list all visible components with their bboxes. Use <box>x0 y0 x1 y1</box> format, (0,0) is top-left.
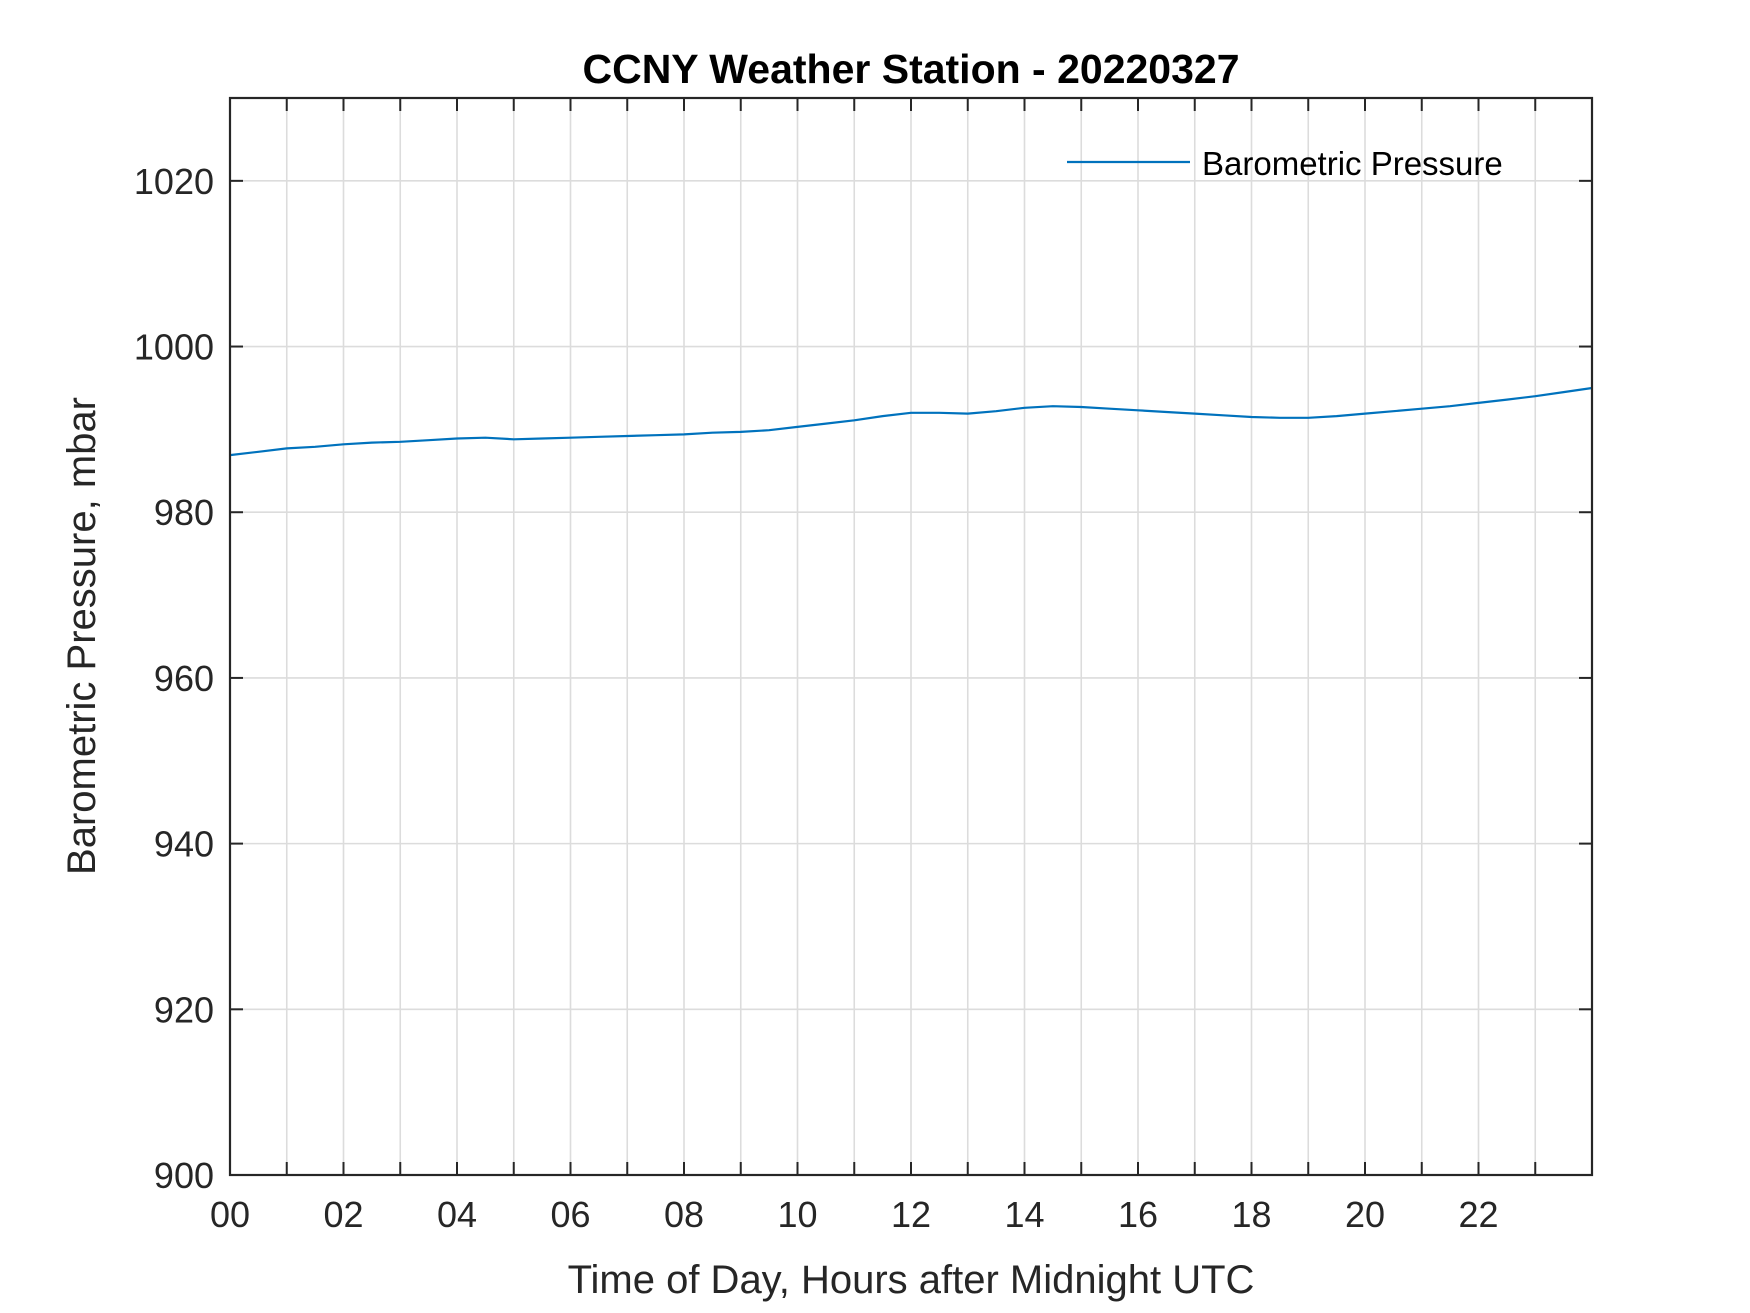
chart-title: CCNY Weather Station - 20220327 <box>582 46 1239 92</box>
x-tick-label: 02 <box>323 1194 363 1235</box>
legend-label: Barometric Pressure <box>1202 145 1503 182</box>
x-axis-label: Time of Day, Hours after Midnight UTC <box>568 1258 1255 1302</box>
tick-marks <box>230 98 1592 1176</box>
x-tick-label: 16 <box>1118 1194 1158 1235</box>
gridlines <box>230 98 1592 1175</box>
x-tick-label: 00 <box>210 1194 250 1235</box>
y-tick-label: 960 <box>154 658 214 699</box>
x-tick-label: 20 <box>1345 1194 1385 1235</box>
barometric-pressure-line <box>229 386 1593 457</box>
legend: Barometric Pressure <box>1067 145 1503 182</box>
x-tick-label: 06 <box>550 1194 590 1235</box>
x-tick-label: 14 <box>1004 1194 1044 1235</box>
x-tick-label: 08 <box>664 1194 704 1235</box>
y-tick-label: 1020 <box>134 161 214 202</box>
y-tick-label: 1000 <box>134 327 214 368</box>
y-tick-label: 980 <box>154 492 214 533</box>
y-tick-label: 920 <box>154 989 214 1030</box>
x-tick-label: 18 <box>1231 1194 1271 1235</box>
y-axis-label: Barometric Pressure, mbar <box>60 397 104 875</box>
series-layer <box>229 386 1593 457</box>
x-tick-label: 10 <box>777 1194 817 1235</box>
x-tick-labels: 00 02 04 06 08 10 12 14 16 18 20 22 <box>210 1194 1499 1235</box>
x-tick-label: 12 <box>891 1194 931 1235</box>
y-tick-labels: 900 920 940 960 980 1000 1020 <box>134 161 214 1196</box>
y-tick-label: 940 <box>154 824 214 865</box>
axes-frame <box>228 96 1594 1177</box>
y-tick-label: 900 <box>154 1155 214 1196</box>
x-tick-label: 22 <box>1458 1194 1498 1235</box>
x-tick-label: 04 <box>437 1194 477 1235</box>
